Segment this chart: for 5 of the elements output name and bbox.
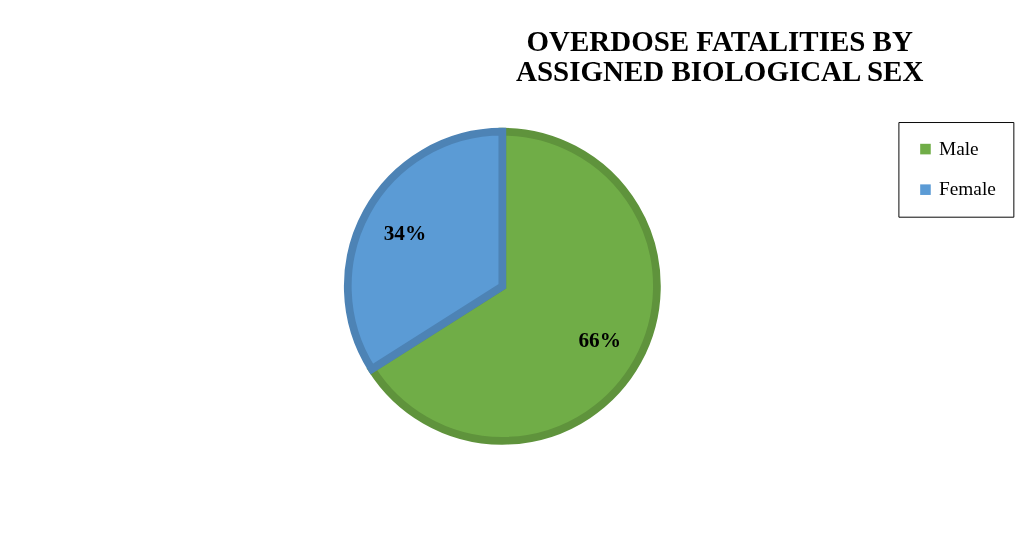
chart-title: OVERDOSE FATALITIES BY ASSIGNED BIOLOGICAL SEX <box>516 24 924 88</box>
data-label: 34% <box>383 220 427 245</box>
legend-label: Female <box>938 178 996 200</box>
data-label: 66% <box>578 327 621 352</box>
legend-label: Male <box>938 137 979 159</box>
